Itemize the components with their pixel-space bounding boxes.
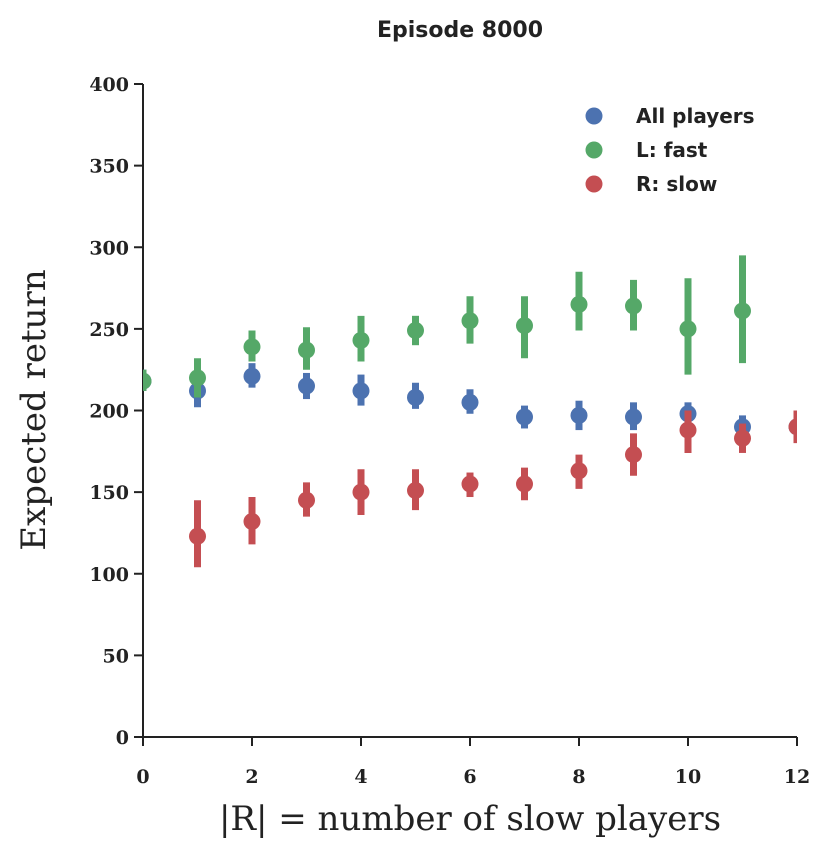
x-axis-label: |R| = number of slow players	[219, 799, 721, 839]
data-point	[461, 312, 479, 330]
x-tick-label: 2	[245, 766, 258, 788]
data-point	[298, 341, 315, 359]
data-point	[570, 295, 588, 313]
data-point	[298, 491, 315, 509]
x-tick-label: 6	[463, 766, 476, 788]
data-point	[625, 446, 642, 464]
legend-marker	[585, 175, 603, 193]
y-tick-label: 0	[116, 727, 129, 749]
data-point	[679, 421, 697, 439]
y-tick-label: 250	[89, 319, 129, 341]
legend-marker	[585, 107, 603, 125]
legend-label: All players	[636, 104, 755, 128]
y-tick-label: 200	[89, 401, 129, 423]
axes: 0 50 100 150 200 250 300 350 400 0 2 4 6 8 10 12	[89, 74, 810, 788]
data-point	[516, 317, 533, 335]
data-point	[352, 483, 370, 501]
y-axis-label: Expected return	[14, 269, 54, 550]
data-point	[734, 302, 751, 320]
data-point	[734, 429, 751, 447]
chart-title: Episode 8000	[377, 18, 543, 43]
data-point	[143, 372, 152, 390]
series-2	[189, 410, 797, 568]
data-point	[679, 320, 697, 338]
y-tick-label: 100	[89, 564, 129, 586]
data-point	[189, 369, 206, 387]
data-point	[243, 367, 261, 385]
series-1	[143, 255, 751, 398]
legend-label: R: slow	[636, 172, 717, 196]
legend: All players L: fast R: slow	[585, 104, 755, 196]
plot-area	[143, 255, 797, 568]
data-point	[625, 297, 642, 315]
y-tick-label: 150	[89, 482, 129, 504]
y-tick-label: 50	[103, 645, 129, 667]
data-point	[407, 322, 424, 340]
data-point	[516, 475, 533, 493]
y-tick-label: 400	[89, 74, 129, 96]
data-point	[461, 475, 479, 493]
x-tick-label: 4	[354, 766, 367, 788]
data-point	[625, 408, 642, 426]
x-tick-label: 10	[675, 766, 701, 788]
y-tick-label: 300	[89, 237, 129, 259]
data-point	[352, 382, 370, 400]
legend-label: L: fast	[636, 138, 708, 162]
x-tick-label: 12	[784, 766, 810, 788]
data-point	[461, 393, 479, 411]
x-tick-label: 0	[136, 766, 149, 788]
legend-marker	[585, 141, 603, 159]
data-point	[788, 418, 797, 436]
series-0	[143, 363, 797, 442]
data-point	[570, 406, 588, 424]
data-point	[243, 513, 261, 531]
data-point	[352, 331, 370, 349]
data-point	[189, 527, 206, 545]
y-tick-label: 350	[89, 156, 129, 178]
data-point	[516, 408, 533, 426]
x-tick-label: 8	[572, 766, 585, 788]
data-point	[570, 462, 588, 480]
data-point	[407, 481, 424, 499]
data-point	[243, 338, 261, 356]
data-point	[298, 377, 315, 395]
data-point	[407, 388, 424, 406]
